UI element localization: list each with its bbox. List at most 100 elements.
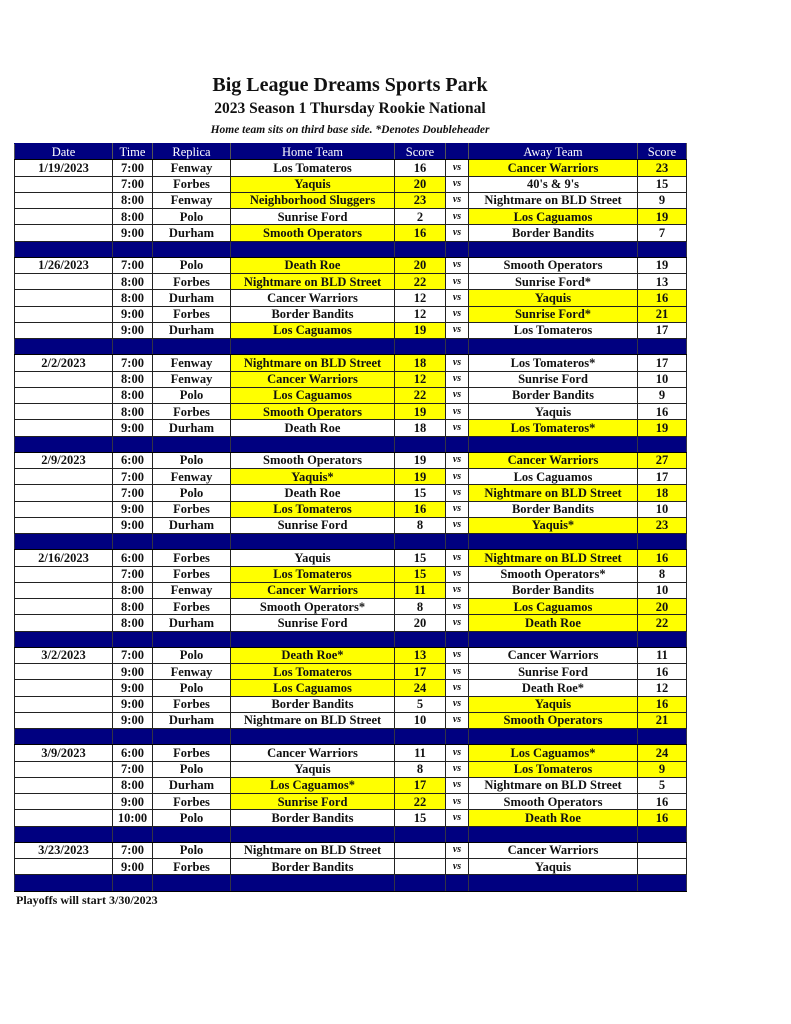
game-date: 1/26/2023 [14, 256, 113, 275]
home-team: Cancer Warriors [230, 289, 395, 307]
home-team: Sunrise Ford [230, 614, 395, 632]
game-date [14, 597, 113, 616]
away-score: 9 [637, 760, 687, 778]
vs-label: vs [445, 305, 469, 323]
game-date [14, 402, 113, 421]
home-score: 18 [394, 419, 446, 437]
game-row: 9:00 Forbes Sunrise Ford 22 vs Smooth Operato… [14, 792, 687, 811]
game-row: 1/19/2023 7:00 Fenway Los Tomateros 16 vs Canc… [14, 159, 687, 177]
home-team: Smooth Operators [230, 224, 395, 242]
home-score: 20 [394, 256, 446, 275]
game-date [14, 614, 113, 632]
separator-cell [637, 337, 687, 356]
separator-cell [112, 874, 153, 892]
game-row: 7:00 Polo Yaquis 8 vs Los Tomateros 9 [14, 760, 687, 778]
separator-cell [14, 825, 113, 843]
game-time: 9:00 [112, 857, 153, 876]
away-team: Los Caguamos* [468, 744, 638, 762]
game-row: 7:00 Forbes Yaquis 20 vs 40's & 9's 15 [14, 175, 687, 193]
vs-label: vs [445, 695, 469, 713]
game-date: 3/2/2023 [14, 646, 113, 665]
separator-cell [230, 240, 395, 258]
home-team: Los Caguamos [230, 679, 395, 697]
away-team: Nightmare on BLD Street [468, 191, 638, 210]
game-replica: Forbes [152, 792, 231, 811]
away-team: Yaquis [468, 289, 638, 307]
game-row: 1/26/2023 7:00 Polo Death Roe 20 vs Smooth Ope… [14, 256, 687, 275]
separator-cell [468, 727, 638, 746]
vs-label: vs [445, 744, 469, 762]
game-replica: Durham [152, 516, 231, 535]
away-score: 9 [637, 191, 687, 210]
game-time: 8:00 [112, 776, 153, 795]
separator-cell [468, 435, 638, 453]
separator-cell [230, 435, 395, 453]
home-score [394, 857, 446, 876]
away-team: Yaquis [468, 695, 638, 713]
separator-cell [468, 240, 638, 258]
game-time: 6:00 [112, 744, 153, 762]
vs-label: vs [445, 484, 469, 502]
vs-label: vs [445, 857, 469, 876]
game-replica: Polo [152, 841, 231, 860]
home-score: 12 [394, 305, 446, 323]
game-row: 9:00 Forbes Los Tomateros 16 vs Border Bandit… [14, 500, 687, 518]
vs-label: vs [445, 321, 469, 340]
away-team: 40's & 9's [468, 175, 638, 193]
separator-cell [445, 240, 469, 258]
game-time: 9:00 [112, 711, 153, 730]
game-time: 8:00 [112, 289, 153, 307]
week-separator [14, 435, 687, 453]
away-team: Nightmare on BLD Street [468, 484, 638, 502]
separator-cell [445, 532, 469, 551]
away-team: Sunrise Ford [468, 662, 638, 681]
separator-cell [445, 337, 469, 356]
vs-label: vs [445, 256, 469, 275]
vs-label: vs [445, 841, 469, 860]
away-team: Los Tomateros* [468, 354, 638, 372]
home-score: 8 [394, 597, 446, 616]
vs-label: vs [445, 711, 469, 730]
week-separator [14, 874, 687, 892]
home-score: 24 [394, 679, 446, 697]
game-replica: Forbes [152, 175, 231, 193]
home-score: 13 [394, 646, 446, 665]
game-date [14, 207, 113, 226]
game-replica: Durham [152, 289, 231, 307]
game-replica: Forbes [152, 549, 231, 567]
vs-label: vs [445, 175, 469, 193]
home-team: Smooth Operators [230, 402, 395, 421]
vs-label: vs [445, 597, 469, 616]
game-time: 7:00 [112, 565, 153, 583]
separator-cell [394, 874, 446, 892]
separator-cell [394, 532, 446, 551]
home-team: Border Bandits [230, 809, 395, 827]
away-team: Death Roe [468, 614, 638, 632]
home-score: 20 [394, 614, 446, 632]
home-score: 15 [394, 809, 446, 827]
away-score: 15 [637, 175, 687, 193]
home-team: Sunrise Ford [230, 792, 395, 811]
table-header-row: Date Time Replica Home Team Score Away Team Sc… [14, 142, 687, 161]
game-date [14, 467, 113, 486]
vs-label: vs [445, 159, 469, 177]
home-team: Neighborhood Sluggers [230, 191, 395, 210]
home-score: 11 [394, 744, 446, 762]
home-team: Smooth Operators [230, 451, 395, 470]
away-score: 19 [637, 419, 687, 437]
vs-label: vs [445, 272, 469, 291]
home-team: Yaquis [230, 549, 395, 567]
separator-cell [637, 630, 687, 648]
separator-cell [468, 337, 638, 356]
vs-label: vs [445, 776, 469, 795]
game-row: 8:00 Durham Sunrise Ford 20 vs Death Roe 22 [14, 614, 687, 632]
separator-cell [152, 435, 231, 453]
home-team: Los Tomateros [230, 662, 395, 681]
game-replica: Forbes [152, 305, 231, 323]
separator-cell [112, 435, 153, 453]
away-score: 7 [637, 224, 687, 242]
game-replica: Polo [152, 386, 231, 405]
home-score: 16 [394, 500, 446, 518]
home-team: Yaquis [230, 175, 395, 193]
game-time: 8:00 [112, 614, 153, 632]
